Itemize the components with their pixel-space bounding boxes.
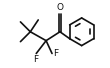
Text: O: O <box>56 3 63 12</box>
Text: F: F <box>33 55 38 64</box>
Text: F: F <box>54 49 59 58</box>
